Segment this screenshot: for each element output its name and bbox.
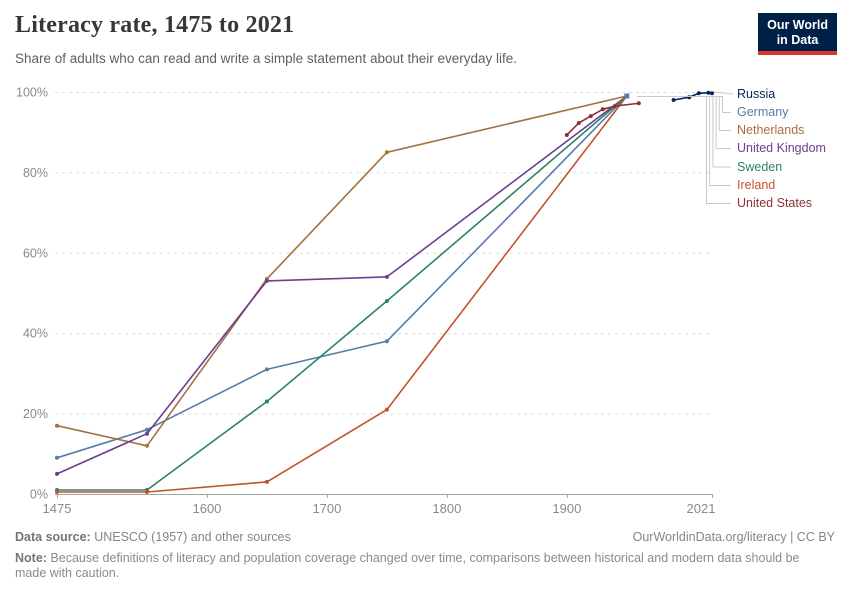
series-point-united-states [636, 101, 641, 106]
page-title: Literacy rate, 1475 to 2021 [15, 12, 295, 38]
series-point-russia [710, 91, 714, 96]
series-point-ireland [145, 490, 149, 494]
series-point-russia [671, 98, 676, 102]
convergence-endpoint-marker [624, 93, 630, 99]
series-line-ireland[interactable] [56, 95, 628, 493]
series-point-united-states [612, 104, 617, 109]
series-line-germany[interactable] [56, 95, 628, 459]
series-point-russia [706, 90, 711, 95]
y-tick-label-20: 20% [23, 407, 48, 421]
series-point-united-kingdom [145, 431, 149, 436]
y-tick-label-80: 80% [23, 166, 48, 180]
legend-connector-sweden [637, 96, 731, 168]
owid-logo-line1: Our World [767, 18, 828, 32]
owid-logo-line2: in Data [776, 33, 819, 47]
series-point-united-kingdom [384, 274, 389, 279]
series-point-united-kingdom [264, 278, 269, 283]
legend-item-ireland[interactable]: Ireland [737, 178, 776, 192]
series-point-united-states [576, 121, 581, 125]
series-point-ireland [264, 479, 269, 484]
x-tick-label-1475: 1475 [43, 501, 72, 516]
series-point-united-kingdom [55, 471, 59, 476]
series-point-germany [55, 455, 59, 460]
legend-item-netherlands[interactable]: Netherlands [737, 123, 805, 137]
series-point-germany [145, 427, 149, 432]
legend-connector-netherlands [637, 96, 731, 131]
series-line-united-kingdom[interactable] [56, 95, 628, 475]
series-point-netherlands [145, 443, 149, 448]
series-line-netherlands[interactable] [56, 95, 628, 447]
x-tick-label-1700: 1700 [312, 501, 341, 516]
series-point-ireland [55, 490, 59, 494]
owid-logo[interactable]: Our World in Data [758, 13, 837, 55]
series-point-germany [384, 339, 389, 344]
series-line-united-states[interactable] [565, 102, 640, 136]
x-tick-label-1600: 1600 [192, 501, 221, 516]
legend-connector-ireland [637, 96, 731, 186]
x-tick-label-1800: 1800 [432, 501, 461, 516]
series-point-russia [687, 95, 692, 100]
series-point-sweden [384, 299, 389, 303]
x-tick-label-1900: 1900 [552, 501, 581, 516]
series-point-united-states [564, 133, 569, 137]
legend-item-russia[interactable]: Russia [737, 86, 776, 101]
series-point-netherlands [55, 423, 59, 428]
series-point-netherlands [384, 150, 389, 155]
legend-connector-united-kingdom [637, 96, 731, 149]
y-tick-label-0: 0% [30, 488, 48, 502]
series-point-united-states [600, 107, 605, 112]
legend-item-sweden[interactable]: Sweden [737, 159, 783, 174]
legend-item-united-states[interactable]: United States [737, 196, 813, 210]
series-point-united-states [588, 114, 593, 119]
y-tick-label-40: 40% [23, 327, 48, 341]
series-point-germany [264, 367, 269, 372]
series-point-russia [696, 91, 701, 96]
owid-license-link[interactable]: OurWorldinData.org/literacy | CC BY [632, 530, 835, 544]
chart-subtitle: Share of adults who can read and write a… [15, 51, 518, 66]
y-tick-label-60: 60% [23, 246, 48, 260]
series-point-ireland [384, 407, 389, 412]
x-tick-label-2021: 2021 [687, 501, 716, 516]
legend-connector-russia [713, 91, 734, 95]
y-tick-label-100: 100% [16, 86, 48, 100]
legend-item-germany[interactable]: Germany [737, 105, 789, 119]
series-point-sweden [264, 399, 269, 404]
legend-connector-united-states [637, 96, 731, 204]
legend-item-united-kingdom[interactable]: United Kingdom [737, 141, 826, 155]
